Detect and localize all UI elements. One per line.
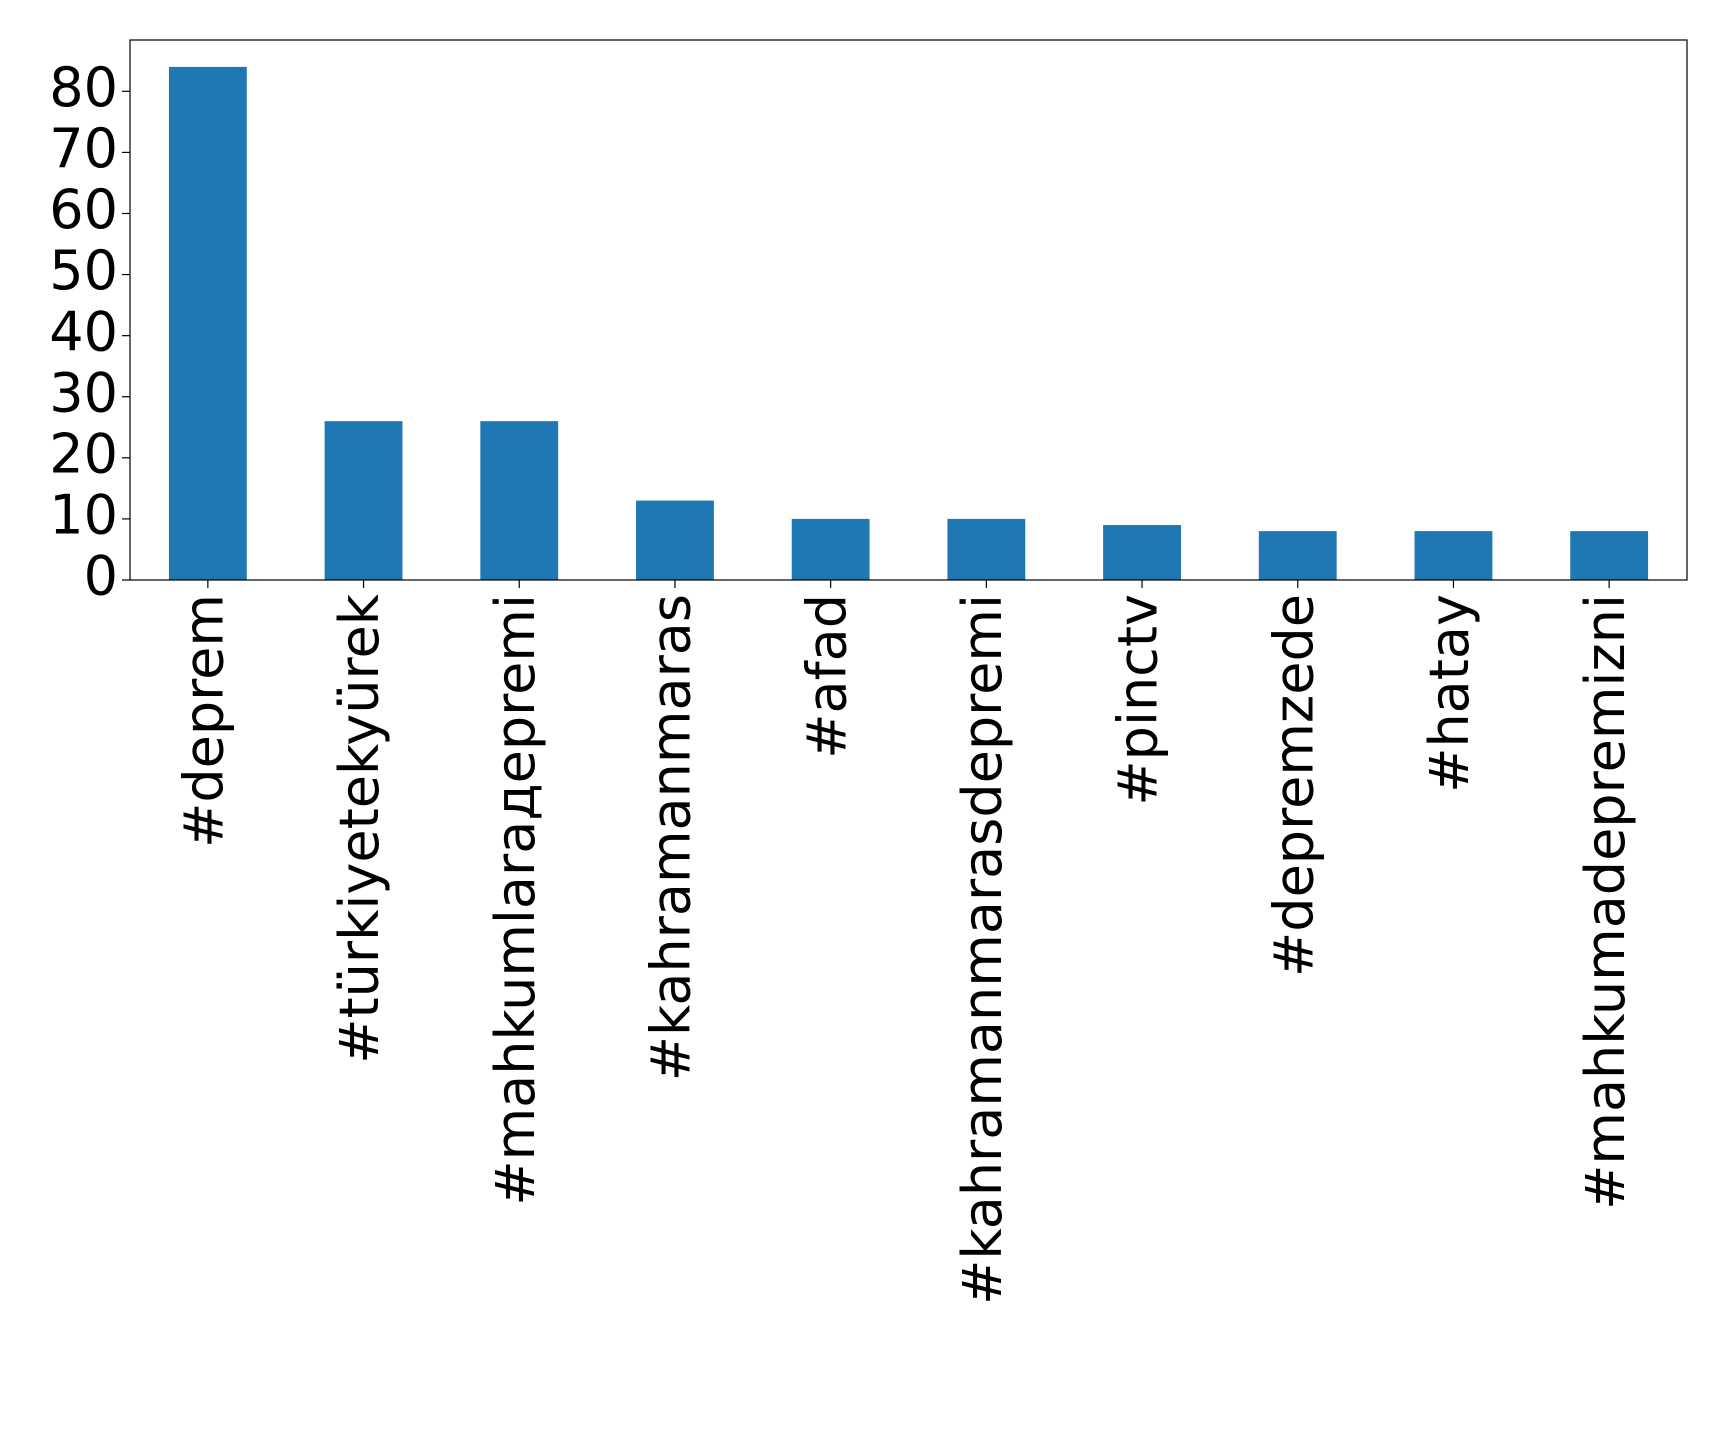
y-tick-label: 20 <box>49 422 118 485</box>
x-tick-label: #kahramanmarasdepremi <box>951 594 1014 1305</box>
bar <box>947 518 1026 580</box>
x-tick-label: #afad <box>795 594 858 759</box>
x-tick-label: #türkiyetekyürek <box>328 593 391 1063</box>
bar <box>480 421 559 580</box>
y-tick-label: 40 <box>49 300 118 363</box>
x-tick-label: #hatay <box>1418 594 1481 793</box>
bar <box>791 518 870 580</box>
x-tick-label: #kahramanmaras <box>640 594 703 1081</box>
y-tick-label: 0 <box>84 545 118 608</box>
y-tick-label: 70 <box>49 117 118 180</box>
y-tick-label: 50 <box>49 239 118 302</box>
bar <box>1570 531 1649 580</box>
x-tick-label: #depremzede <box>1262 594 1325 977</box>
bar <box>168 66 247 581</box>
y-tick-label: 30 <box>49 361 118 424</box>
x-tick-label: #mahkumlarадepremi <box>484 594 547 1206</box>
bar <box>1103 525 1181 580</box>
bar <box>1258 531 1337 580</box>
x-tick-label: #pinctv <box>1107 594 1170 806</box>
x-tick-label: #mahkumadepremizni <box>1574 594 1637 1210</box>
y-tick-label: 80 <box>49 56 118 119</box>
bar <box>324 421 403 580</box>
bar <box>636 500 714 580</box>
x-tick-label: #deprem <box>172 594 235 848</box>
plot-frame <box>129 39 1688 581</box>
bar <box>1414 531 1493 580</box>
y-tick-label: 10 <box>49 484 118 547</box>
y-tick-label: 60 <box>49 178 118 241</box>
